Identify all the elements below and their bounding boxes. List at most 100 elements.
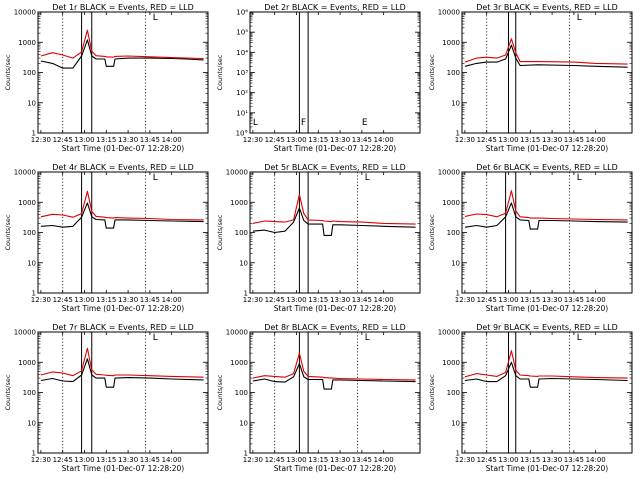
x-tick-label: 13:30	[542, 296, 562, 304]
series-events	[464, 44, 628, 68]
y-tick-label: 10	[27, 419, 36, 427]
x-tick-label: 13:00	[74, 296, 94, 304]
y-tick-label: 10¹	[236, 109, 248, 117]
series-events	[40, 358, 204, 388]
y-tick-label: 1000	[18, 39, 36, 47]
series-events	[40, 202, 204, 229]
x-tick-label: 13:45	[140, 456, 160, 464]
det-panel-3: Det 3r BLACK = Events, RED = LLD Start Ti…	[428, 3, 633, 153]
x-tick-label: 12:45	[53, 136, 73, 144]
x-tick-label: 12:45	[265, 296, 285, 304]
x-tick-label: 13:00	[286, 456, 306, 464]
det-panel-9: Det 9r BLACK = Events, RED = LLD Start Ti…	[428, 323, 633, 473]
y-tick-label: 100	[23, 389, 36, 397]
x-tick-label: 12:30	[243, 456, 263, 464]
flag-letter-L: L	[153, 333, 158, 343]
y-tick-label: 1000	[18, 359, 36, 367]
x-tick-label: 14:00	[586, 456, 606, 464]
panel-title: Det 3r BLACK = Events, RED = LLD	[476, 3, 618, 12]
flag-letter-L: L	[577, 333, 582, 343]
x-axis-label: Start Time (01-Dec-07 12:28:20)	[62, 464, 184, 473]
panel-title: Det 2r BLACK = Events, RED = LLD	[264, 3, 406, 12]
y-tick-label: 1	[244, 290, 248, 298]
y-tick-label: 100	[235, 229, 248, 237]
panel-title: Det 4r BLACK = Events, RED = LLD	[52, 163, 194, 172]
det-panel-1: Det 1r BLACK = Events, RED = LLD Start Ti…	[4, 3, 209, 153]
x-tick-label: 12:45	[477, 456, 497, 464]
x-axis-label: Start Time (01-Dec-07 12:28:20)	[274, 464, 396, 473]
x-tick-label: 14:00	[586, 136, 606, 144]
series-events	[252, 207, 416, 236]
series-lld	[464, 38, 628, 65]
y-tick-label: 1000	[230, 199, 248, 207]
y-tick-label: 1000	[230, 359, 248, 367]
series-events	[252, 363, 416, 390]
y-tick-label: 1	[32, 130, 36, 138]
y-tick-label: 10	[27, 99, 36, 107]
flag-letter-L: L	[577, 173, 582, 183]
x-tick-label: 13:15	[520, 456, 540, 464]
x-tick-label: 13:30	[542, 456, 562, 464]
x-tick-label: 13:30	[118, 456, 138, 464]
x-tick-label: 13:45	[352, 456, 372, 464]
y-tick-label: 1000	[18, 199, 36, 207]
y-tick-label: 10000	[14, 9, 36, 17]
flag-letter-L: L	[577, 13, 582, 23]
x-axis-label: Start Time (01-Dec-07 12:28:20)	[274, 304, 396, 313]
flag-letter-L: L	[153, 13, 158, 23]
y-tick-label: 10	[451, 99, 460, 107]
y-tick-label: 10000	[438, 169, 460, 177]
x-tick-label: 13:45	[564, 296, 584, 304]
y-tick-label: 10	[239, 259, 248, 267]
plot-frame	[461, 171, 633, 294]
x-tick-label: 12:45	[477, 296, 497, 304]
y-axis-label: Counts/sec	[216, 374, 224, 410]
x-tick-label: 12:45	[477, 136, 497, 144]
x-tick-label: 12:45	[265, 136, 285, 144]
series-lld	[252, 193, 416, 225]
flag-letter-L: L	[153, 173, 158, 183]
y-tick-label: 10000	[14, 169, 36, 177]
y-tick-label: 10	[451, 419, 460, 427]
y-tick-label: 100	[447, 229, 460, 237]
x-tick-label: 14:00	[374, 456, 394, 464]
y-tick-label: 1	[32, 290, 36, 298]
series-lld	[40, 29, 204, 60]
y-tick-label: 1	[32, 450, 36, 458]
x-tick-label: 12:30	[243, 296, 263, 304]
x-tick-label: 13:00	[74, 456, 94, 464]
y-tick-label: 10⁵	[236, 29, 248, 37]
x-tick-label: 13:30	[542, 136, 562, 144]
series-events	[40, 39, 204, 69]
x-tick-label: 13:00	[286, 296, 306, 304]
flag-letter-L: L	[253, 118, 258, 128]
y-tick-label: 10000	[438, 329, 460, 337]
y-tick-label: 100	[23, 229, 36, 237]
x-tick-label: 13:00	[498, 296, 518, 304]
x-tick-label: 13:45	[352, 136, 372, 144]
x-tick-label: 12:30	[31, 456, 51, 464]
series-events	[464, 202, 628, 230]
x-tick-label: 13:45	[564, 136, 584, 144]
y-axis-label: Counts/sec	[4, 374, 12, 410]
panel-title: Det 9r BLACK = Events, RED = LLD	[476, 323, 618, 332]
x-tick-label: 14:00	[162, 456, 182, 464]
x-tick-label: 14:00	[162, 136, 182, 144]
flag-letter-L: L	[365, 333, 370, 343]
flag-letter-E: E	[362, 118, 368, 128]
x-tick-label: 13:30	[118, 296, 138, 304]
x-tick-label: 12:30	[455, 136, 475, 144]
y-axis-label: Counts/sec	[4, 214, 12, 250]
y-tick-label: 10000	[438, 9, 460, 17]
x-tick-label: 13:45	[140, 296, 160, 304]
y-tick-label: 10000	[226, 329, 248, 337]
x-tick-label: 12:30	[455, 456, 475, 464]
det-panel-4: Det 4r BLACK = Events, RED = LLD Start Ti…	[4, 163, 209, 313]
y-axis-label: Counts/sec	[428, 214, 436, 250]
panel-title: Det 7r BLACK = Events, RED = LLD	[52, 323, 194, 332]
x-tick-label: 13:15	[308, 136, 328, 144]
x-tick-label: 14:00	[374, 136, 394, 144]
x-tick-label: 13:00	[498, 456, 518, 464]
x-tick-label: 13:45	[352, 296, 372, 304]
plot-frame	[37, 171, 209, 294]
